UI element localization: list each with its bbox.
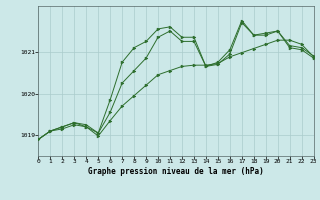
- X-axis label: Graphe pression niveau de la mer (hPa): Graphe pression niveau de la mer (hPa): [88, 167, 264, 176]
